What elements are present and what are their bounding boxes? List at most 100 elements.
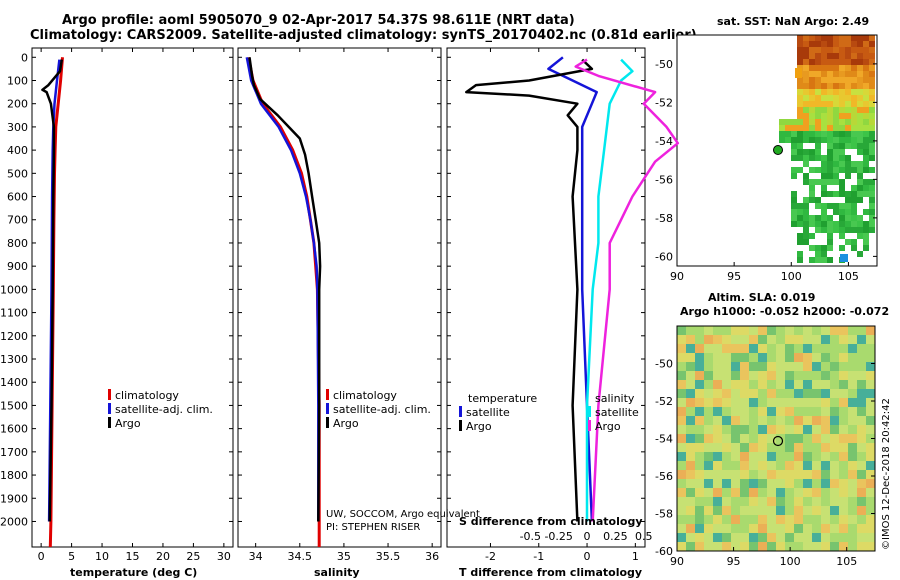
- depth-tick-label: 1100: [0, 307, 28, 320]
- x-tick-label: 0: [38, 550, 45, 563]
- soccom-annotation: UW, SOCCOM, Argo equivalent: [326, 509, 480, 520]
- legend-title-temperature: temperature: [468, 392, 537, 405]
- depth-tick-label: 900: [7, 260, 28, 273]
- map-y-tick-label: -56: [655, 470, 673, 483]
- x-tick-label: 15: [126, 550, 140, 563]
- s-tick-label: -0.25: [544, 530, 572, 543]
- sst-map: sat. SST: NaN Argo: 2.49 90 95 100 105 -50 -5…: [655, 15, 878, 283]
- x-tick-label: -1: [533, 550, 544, 563]
- t-difference-axis-label: T difference from climatology: [459, 566, 642, 579]
- legend-swatch: [326, 403, 329, 414]
- s-tick-label: -0.5: [520, 530, 541, 543]
- legend-swatch: [588, 420, 591, 431]
- map-y-tick-label: -52: [655, 96, 673, 109]
- depth-tick-label: 1400: [0, 376, 28, 389]
- series-line: [248, 57, 322, 522]
- map-x-tick-label: 100: [780, 555, 801, 568]
- float-position-marker: [773, 145, 783, 155]
- series-line: [41, 59, 64, 522]
- depth-tick-label: 0: [21, 51, 28, 64]
- difference-panel: -2 -1 0 1 -0.5 -0.25 0 0.25 0.5 temperature salini…: [446, 47, 680, 563]
- legend-label: Argo: [115, 417, 141, 430]
- map-y-tick-label: -56: [655, 173, 673, 186]
- x-tick-label: 25: [186, 550, 200, 563]
- depth-tick-label: 400: [7, 144, 28, 157]
- s-tick-label: 0.5: [635, 530, 653, 543]
- sla-map-title: Altim. SLA: 0.019: [708, 291, 815, 304]
- plot-frame: [31, 47, 234, 548]
- legend-swatch: [588, 406, 591, 417]
- plot-frame: [446, 47, 646, 548]
- x-tick-label: -2: [485, 550, 496, 563]
- map-x-tick-label: 100: [781, 270, 802, 283]
- depth-tick-label: 1200: [0, 330, 28, 343]
- legend-label: satellite-adj. clim.: [115, 403, 213, 416]
- map-x-tick-label: 95: [727, 270, 741, 283]
- plot-frame: [237, 47, 442, 548]
- temperature-axis-label: temperature (deg C): [70, 566, 197, 579]
- x-tick-label: 0: [584, 550, 591, 563]
- s-tick-label: 0.25: [603, 530, 628, 543]
- map-y-tick-label: -50: [655, 58, 673, 71]
- sla-map-subtitle: Argo h1000: -0.052 h2000: -0.072: [680, 305, 889, 318]
- legend-swatch: [108, 417, 111, 428]
- x-tick-label: 35: [337, 550, 351, 563]
- series-line: [574, 58, 680, 522]
- map-x-tick-label: 90: [670, 555, 684, 568]
- legend-title-salinity: salinity: [595, 392, 635, 405]
- x-tick-label: 5: [68, 550, 75, 563]
- map-y-tick-label: -54: [655, 433, 673, 446]
- map-y-tick-label: -52: [655, 395, 673, 408]
- x-tick-label: 30: [217, 550, 231, 563]
- legend-swatch: [108, 403, 111, 414]
- x-tick-label: 1: [632, 550, 639, 563]
- figure-title-line2: Climatology: CARS2009. Satellite-adjuste…: [30, 28, 697, 43]
- sla-map: Altim. SLA: 0.019 Argo h1000: -0.052 h20…: [655, 291, 892, 568]
- legend-label: climatology: [333, 389, 397, 402]
- s-tick-label: 0: [584, 530, 591, 543]
- legend-label: Argo: [595, 420, 621, 433]
- depth-tick-label: 100: [7, 74, 28, 87]
- x-tick-label: 34.5: [288, 550, 313, 563]
- map-y-tick-label: -58: [655, 508, 673, 521]
- map-y-tick-label: -60: [655, 250, 673, 263]
- legend-swatch: [326, 389, 329, 400]
- series-line: [585, 58, 634, 522]
- map-y-tick-label: -54: [655, 135, 673, 148]
- map-y-tick-label: -58: [655, 212, 673, 225]
- depth-tick-label: 800: [7, 237, 28, 250]
- depth-tick-label: 1300: [0, 353, 28, 366]
- map-x-tick-label: 105: [838, 270, 859, 283]
- depth-tick-label: 700: [7, 214, 28, 227]
- x-tick-label: 10: [95, 550, 109, 563]
- map-x-tick-label: 90: [670, 270, 684, 283]
- x-tick-label: 34: [249, 550, 263, 563]
- map-x-tick-label: 105: [836, 555, 857, 568]
- legend-label: Argo: [333, 417, 359, 430]
- legend-label: climatology: [115, 389, 179, 402]
- s-difference-axis-label: S difference from climatology: [459, 515, 643, 528]
- map-x-tick-label: 95: [727, 555, 741, 568]
- legend-swatch: [326, 417, 329, 428]
- x-tick-label: 20: [156, 550, 170, 563]
- series-line: [245, 57, 320, 522]
- legend-swatch: [459, 420, 462, 431]
- temperature-panel: 0100200300400500600700800900100011001200…: [0, 47, 234, 563]
- depth-tick-label: 1900: [0, 492, 28, 505]
- legend-swatch: [108, 389, 111, 400]
- depth-tick-label: 1000: [0, 283, 28, 296]
- sst-map-title: sat. SST: NaN Argo: 2.49: [717, 15, 869, 28]
- legend-label: satellite: [595, 406, 639, 419]
- depth-tick-label: 500: [7, 167, 28, 180]
- depth-tick-label: 1500: [0, 399, 28, 412]
- depth-tick-label: 1600: [0, 423, 28, 436]
- salinity-axis-label: salinity: [314, 566, 360, 579]
- x-tick-label: 36: [425, 550, 439, 563]
- map-y-tick-label: -50: [655, 358, 673, 371]
- float-position-marker: [772, 435, 784, 447]
- figure-title-line1: Argo profile: aoml 5905070_9 02-Apr-2017…: [62, 13, 575, 28]
- legend-label: satellite-adj. clim.: [333, 403, 431, 416]
- map-y-tick-label: -60: [655, 545, 673, 558]
- pi-annotation: PI: STEPHEN RISER: [326, 522, 420, 533]
